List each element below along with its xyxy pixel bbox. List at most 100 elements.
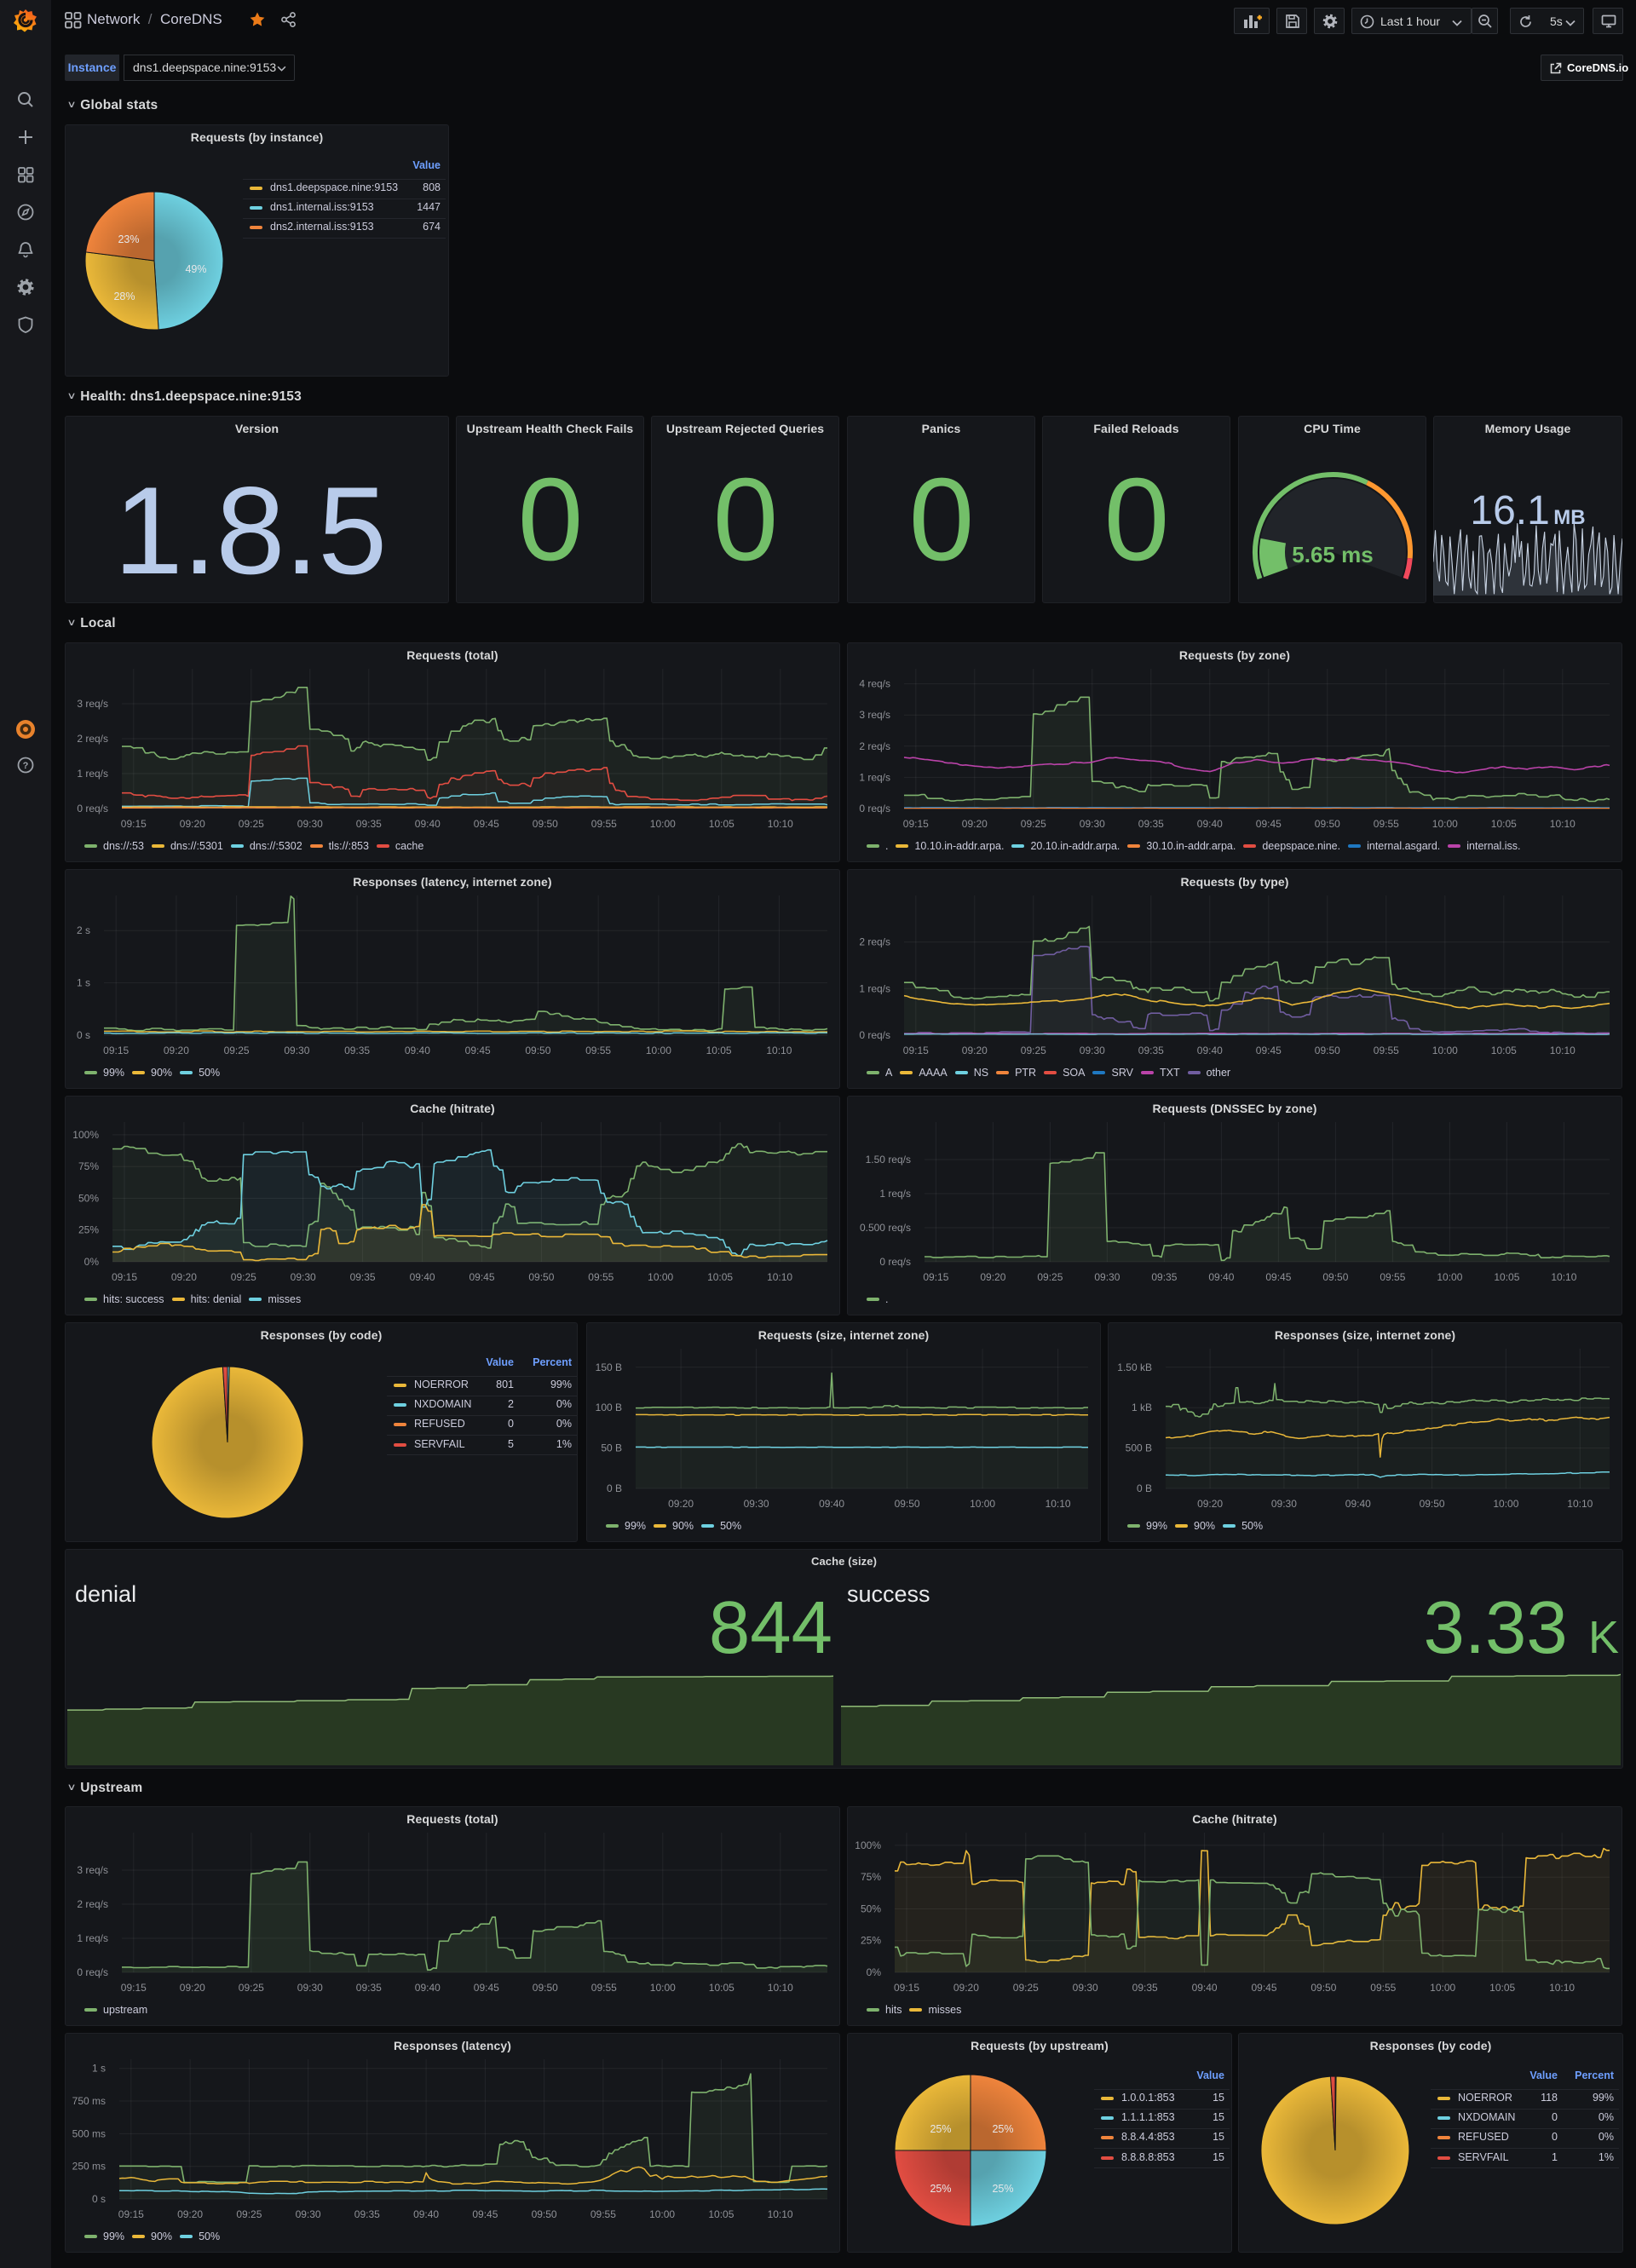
svg-text:10:05: 10:05 [709, 818, 734, 830]
svg-text:09:15: 09:15 [103, 1045, 129, 1056]
svg-text:09:30: 09:30 [291, 1271, 316, 1283]
svg-text:2 req/s: 2 req/s [859, 936, 890, 948]
svg-text:09:30: 09:30 [1080, 818, 1105, 830]
svg-text:09:55: 09:55 [588, 1271, 614, 1283]
svg-text:50%: 50% [78, 1193, 99, 1205]
svg-text:09:55: 09:55 [591, 1982, 617, 1994]
svg-text:09:35: 09:35 [1132, 1982, 1158, 1994]
svg-text:25%: 25% [861, 1935, 881, 1947]
svg-text:0 req/s: 0 req/s [77, 803, 108, 815]
svg-text:2 req/s: 2 req/s [77, 1898, 108, 1910]
svg-text:09:20: 09:20 [164, 1045, 189, 1056]
svg-text:?: ? [23, 761, 29, 771]
svg-text:4 req/s: 4 req/s [859, 678, 890, 690]
svg-text:09:35: 09:35 [356, 818, 382, 830]
svg-text:25%: 25% [930, 2123, 951, 2135]
svg-text:09:35: 09:35 [1138, 1045, 1164, 1056]
svg-text:09:35: 09:35 [1138, 818, 1164, 830]
svg-text:09:50: 09:50 [1315, 1045, 1340, 1056]
svg-text:100%: 100% [72, 1129, 99, 1141]
svg-text:09:50: 09:50 [895, 1498, 920, 1510]
svg-text:3 req/s: 3 req/s [77, 698, 108, 710]
svg-text:09:15: 09:15 [118, 2208, 144, 2220]
svg-text:1 s: 1 s [77, 977, 90, 989]
svg-text:10:00: 10:00 [648, 1271, 673, 1283]
svg-text:10:00: 10:00 [970, 1498, 995, 1510]
svg-text:5.65 ms: 5.65 ms [1292, 542, 1373, 567]
svg-text:10:10: 10:10 [768, 1982, 793, 1994]
svg-text:09:45: 09:45 [1256, 1045, 1282, 1056]
svg-text:10:05: 10:05 [707, 1271, 733, 1283]
svg-text:09:25: 09:25 [224, 1045, 250, 1056]
svg-text:09:20: 09:20 [980, 1271, 1005, 1283]
svg-text:750 ms: 750 ms [72, 2095, 106, 2107]
svg-text:10:00: 10:00 [1430, 1982, 1455, 1994]
svg-text:10:05: 10:05 [1494, 1271, 1519, 1283]
svg-text:09:40: 09:40 [405, 1045, 430, 1056]
svg-text:09:35: 09:35 [354, 2208, 380, 2220]
svg-text:09:25: 09:25 [239, 1982, 264, 1994]
svg-text:10:00: 10:00 [649, 2208, 675, 2220]
svg-text:09:25: 09:25 [1021, 818, 1046, 830]
svg-text:100 B: 100 B [596, 1402, 622, 1413]
svg-text:0.500 req/s: 0.500 req/s [860, 1222, 911, 1234]
svg-text:0%: 0% [84, 1256, 100, 1268]
svg-text:09:45: 09:45 [472, 2208, 498, 2220]
svg-text:09:20: 09:20 [962, 818, 988, 830]
svg-text:09:35: 09:35 [344, 1045, 370, 1056]
svg-text:10:05: 10:05 [706, 1045, 732, 1056]
svg-text:10:10: 10:10 [1567, 1498, 1593, 1510]
svg-text:09:35: 09:35 [1151, 1271, 1177, 1283]
svg-text:10:00: 10:00 [650, 818, 676, 830]
svg-text:09:25: 09:25 [1037, 1271, 1063, 1283]
svg-text:3 req/s: 3 req/s [77, 1864, 108, 1876]
svg-text:1 s: 1 s [92, 2063, 106, 2075]
svg-text:09:20: 09:20 [962, 1045, 988, 1056]
svg-text:09:45: 09:45 [465, 1045, 491, 1056]
svg-text:150 B: 150 B [596, 1361, 622, 1373]
svg-text:09:40: 09:40 [415, 1982, 441, 1994]
svg-text:25%: 25% [992, 2183, 1013, 2195]
svg-text:0 req/s: 0 req/s [859, 1029, 890, 1041]
svg-text:50 B: 50 B [601, 1442, 622, 1454]
svg-text:28%: 28% [113, 291, 135, 302]
svg-text:50%: 50% [861, 1903, 881, 1915]
svg-text:49%: 49% [185, 263, 206, 275]
svg-text:09:30: 09:30 [297, 818, 323, 830]
svg-text:09:30: 09:30 [284, 1045, 309, 1056]
svg-text:09:40: 09:40 [1345, 1498, 1371, 1510]
svg-text:25%: 25% [992, 2123, 1013, 2135]
svg-text:09:15: 09:15 [923, 1271, 948, 1283]
svg-text:09:15: 09:15 [121, 1982, 147, 1994]
svg-text:1.50 kB: 1.50 kB [1117, 1361, 1152, 1373]
svg-text:09:30: 09:30 [1073, 1982, 1098, 1994]
svg-text:10:10: 10:10 [768, 818, 793, 830]
svg-text:0 s: 0 s [92, 2193, 106, 2205]
svg-text:1.50 req/s: 1.50 req/s [866, 1154, 911, 1166]
svg-text:09:50: 09:50 [1420, 1498, 1445, 1510]
svg-text:10:10: 10:10 [767, 1271, 792, 1283]
svg-text:09:50: 09:50 [1322, 1271, 1348, 1283]
svg-text:09:40: 09:40 [1197, 1045, 1223, 1056]
svg-text:09:20: 09:20 [953, 1982, 979, 1994]
svg-text:09:50: 09:50 [525, 1045, 550, 1056]
svg-text:09:50: 09:50 [533, 818, 558, 830]
svg-text:25%: 25% [78, 1224, 99, 1236]
svg-text:09:15: 09:15 [894, 1982, 919, 1994]
svg-text:09:20: 09:20 [177, 2208, 203, 2220]
svg-text:09:55: 09:55 [1380, 1271, 1405, 1283]
svg-text:09:40: 09:40 [415, 818, 441, 830]
svg-text:3 req/s: 3 req/s [859, 709, 890, 721]
svg-text:09:45: 09:45 [1265, 1271, 1291, 1283]
svg-text:10:05: 10:05 [1491, 1045, 1517, 1056]
svg-text:2 s: 2 s [77, 924, 90, 936]
svg-text:10:05: 10:05 [708, 2208, 734, 2220]
svg-text:10:00: 10:00 [650, 1982, 676, 1994]
svg-text:10:10: 10:10 [766, 1045, 792, 1056]
svg-text:09:45: 09:45 [474, 818, 499, 830]
svg-text:09:40: 09:40 [1197, 818, 1223, 830]
svg-text:09:55: 09:55 [1374, 1045, 1399, 1056]
svg-text:0 s: 0 s [77, 1029, 90, 1041]
svg-text:1 req/s: 1 req/s [879, 1188, 911, 1200]
svg-text:09:15: 09:15 [903, 1045, 929, 1056]
